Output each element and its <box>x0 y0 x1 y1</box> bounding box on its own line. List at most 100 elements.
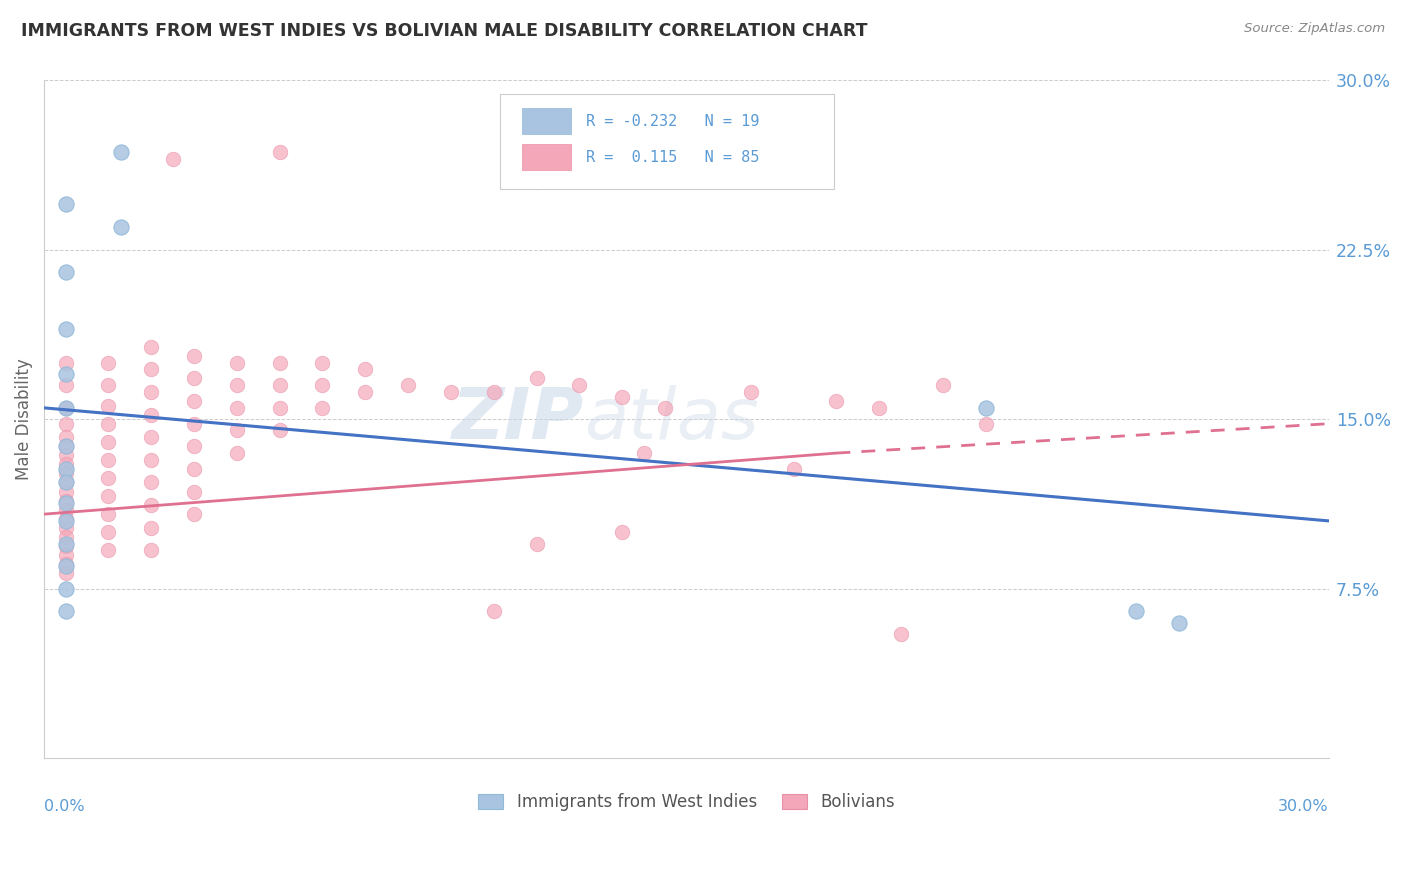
Point <box>225 401 247 415</box>
Point <box>526 141 548 155</box>
Point <box>55 475 77 490</box>
Point <box>890 627 912 641</box>
Point <box>526 536 548 550</box>
Point <box>183 371 205 385</box>
Point <box>654 401 676 415</box>
Point <box>97 471 120 485</box>
Point <box>396 378 419 392</box>
Text: IMMIGRANTS FROM WEST INDIES VS BOLIVIAN MALE DISABILITY CORRELATION CHART: IMMIGRANTS FROM WEST INDIES VS BOLIVIAN … <box>21 22 868 40</box>
Point <box>225 424 247 438</box>
Point <box>55 322 77 336</box>
FancyBboxPatch shape <box>522 145 571 170</box>
Point <box>141 453 163 467</box>
Point <box>354 384 377 399</box>
Point <box>354 362 377 376</box>
Point <box>269 356 291 370</box>
Point <box>55 378 77 392</box>
Point <box>97 453 120 467</box>
Point <box>612 525 634 540</box>
Point <box>110 219 132 234</box>
Point <box>141 521 163 535</box>
Point <box>825 394 848 409</box>
Point <box>612 390 634 404</box>
Point <box>55 582 77 596</box>
Point <box>183 349 205 363</box>
Point <box>740 384 762 399</box>
Point <box>55 484 77 499</box>
Text: R =  0.115   N = 85: R = 0.115 N = 85 <box>586 150 759 165</box>
Point <box>183 417 205 431</box>
Point <box>97 417 120 431</box>
Text: 0.0%: 0.0% <box>44 799 84 814</box>
Point <box>97 356 120 370</box>
Point <box>225 446 247 460</box>
Point <box>55 566 77 580</box>
Point <box>55 557 77 571</box>
Point <box>55 197 77 211</box>
Point <box>55 475 77 490</box>
Text: R = -0.232   N = 19: R = -0.232 N = 19 <box>586 114 759 128</box>
Point <box>55 265 77 279</box>
Point <box>55 496 77 510</box>
Point <box>97 434 120 449</box>
Point <box>183 439 205 453</box>
Point <box>55 462 77 476</box>
Y-axis label: Male Disability: Male Disability <box>15 359 32 480</box>
Point <box>55 467 77 481</box>
Point <box>162 152 184 166</box>
Point <box>311 378 333 392</box>
Point <box>55 401 77 415</box>
Point <box>55 439 77 453</box>
Point <box>141 475 163 490</box>
Point <box>55 559 77 574</box>
Point <box>526 371 548 385</box>
Point <box>183 394 205 409</box>
Point <box>782 462 804 476</box>
Point <box>311 401 333 415</box>
Text: ZIP: ZIP <box>451 384 583 454</box>
Point <box>1168 615 1191 630</box>
Point <box>55 417 77 431</box>
Point <box>55 448 77 462</box>
Point <box>55 439 77 453</box>
Point <box>141 340 163 354</box>
Point <box>141 543 163 558</box>
Point <box>568 378 591 392</box>
Point <box>55 430 77 444</box>
Point <box>183 484 205 499</box>
Point <box>97 525 120 540</box>
Point <box>141 498 163 512</box>
Point <box>976 417 998 431</box>
Point <box>1125 604 1147 618</box>
Point <box>55 530 77 544</box>
Text: atlas: atlas <box>583 384 758 454</box>
Point <box>440 384 463 399</box>
Point <box>97 399 120 413</box>
Point <box>55 367 77 381</box>
Point <box>976 401 998 415</box>
Point <box>526 175 548 189</box>
Point <box>55 604 77 618</box>
Point <box>55 548 77 562</box>
Point <box>269 378 291 392</box>
Point <box>55 502 77 516</box>
Point <box>141 408 163 422</box>
Point <box>633 446 655 460</box>
Point <box>225 356 247 370</box>
Point <box>110 145 132 160</box>
Point <box>97 378 120 392</box>
Point <box>97 543 120 558</box>
Point <box>269 401 291 415</box>
Point <box>868 401 890 415</box>
Point <box>55 514 77 528</box>
Point <box>141 430 163 444</box>
Point <box>55 521 77 535</box>
Point <box>97 507 120 521</box>
Point <box>225 378 247 392</box>
FancyBboxPatch shape <box>501 94 834 188</box>
Point <box>269 145 291 160</box>
Point <box>55 511 77 525</box>
Point <box>932 378 955 392</box>
Point <box>269 424 291 438</box>
Point <box>183 507 205 521</box>
